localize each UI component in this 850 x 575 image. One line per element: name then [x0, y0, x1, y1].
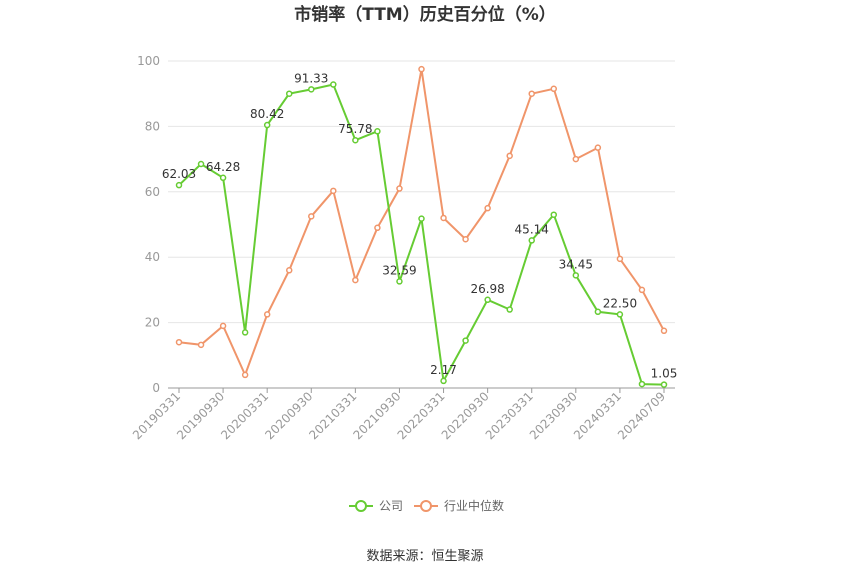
data-point[interactable]: [308, 86, 315, 93]
data-point[interactable]: [175, 181, 183, 189]
data-point[interactable]: [616, 255, 624, 263]
series-group: [175, 65, 668, 388]
y-tick-label: 80: [145, 119, 160, 133]
data-point[interactable]: [484, 204, 491, 212]
grid: [168, 60, 675, 324]
data-point[interactable]: [352, 136, 359, 144]
data-point[interactable]: [330, 187, 337, 195]
legend-item-company[interactable]: 公司: [349, 499, 403, 513]
data-label: 91.33: [294, 71, 328, 85]
data-point[interactable]: [197, 341, 205, 349]
data-label: 1.05: [651, 367, 678, 381]
data-point[interactable]: [352, 276, 359, 284]
data-label: 2.17: [430, 363, 457, 377]
data-point[interactable]: [396, 278, 403, 285]
source-note: 数据来源：恒生聚源: [366, 549, 483, 564]
legend-marker-company: [355, 500, 367, 512]
data-point[interactable]: [572, 272, 580, 279]
data-point[interactable]: [418, 215, 425, 222]
data-point[interactable]: [330, 81, 337, 88]
data-point[interactable]: [594, 144, 602, 151]
data-point[interactable]: [308, 213, 315, 220]
data-point[interactable]: [374, 224, 381, 232]
data-point[interactable]: [175, 338, 183, 346]
data-point[interactable]: [440, 377, 447, 385]
x-tick-label: 20240709: [615, 389, 668, 442]
series-0: [175, 81, 668, 388]
series-line: [178, 83, 665, 386]
data-point[interactable]: [374, 128, 381, 135]
data-point[interactable]: [616, 311, 624, 318]
data-point[interactable]: [263, 121, 271, 129]
data-label: 26.98: [470, 282, 504, 296]
data-point[interactable]: [263, 311, 271, 318]
data-point[interactable]: [638, 380, 646, 388]
data-point[interactable]: [506, 306, 513, 313]
data-point[interactable]: [462, 235, 469, 243]
data-point[interactable]: [197, 160, 205, 168]
x-axis: 2019033120190930202003312020093020210331…: [130, 387, 675, 442]
legend-label-industry-median: 行业中位数: [444, 498, 504, 513]
data-point[interactable]: [418, 65, 425, 73]
y-tick-label: 0: [152, 381, 160, 395]
data-point[interactable]: [285, 90, 293, 97]
y-tick-label: 60: [145, 185, 160, 199]
data-point[interactable]: [550, 85, 558, 93]
data-point[interactable]: [594, 308, 602, 316]
data-point[interactable]: [219, 322, 227, 330]
data-point[interactable]: [506, 152, 513, 160]
data-point[interactable]: [528, 90, 535, 97]
data-label: 45.14: [515, 222, 549, 236]
legend-label-company: 公司: [379, 499, 403, 513]
data-point[interactable]: [550, 211, 558, 218]
series-1: [175, 65, 668, 379]
data-label: 75.78: [338, 122, 372, 136]
data-point[interactable]: [572, 155, 580, 163]
data-label: 80.42: [250, 107, 284, 121]
y-tick-label: 40: [145, 250, 160, 264]
data-label: 62.03: [162, 167, 196, 181]
y-tick-label: 20: [145, 316, 160, 330]
data-point[interactable]: [285, 267, 293, 274]
data-point[interactable]: [219, 174, 227, 182]
data-label: 22.50: [603, 296, 637, 310]
data-point[interactable]: [638, 286, 646, 294]
data-point[interactable]: [484, 296, 491, 304]
data-point[interactable]: [660, 381, 668, 388]
y-axis: 0 20 40 60 80 100: [137, 54, 160, 395]
chart-title: 市销率（TTM）历史百分位（%）: [294, 4, 556, 25]
legend[interactable]: 公司 行业中位数: [349, 498, 504, 513]
data-point[interactable]: [528, 237, 535, 244]
data-point[interactable]: [396, 185, 403, 192]
data-point[interactable]: [241, 329, 249, 336]
data-label: 32.59: [382, 263, 416, 277]
data-point[interactable]: [660, 327, 668, 335]
data-label: 64.28: [206, 160, 240, 174]
data-point[interactable]: [241, 371, 249, 379]
y-tick-label: 100: [137, 54, 160, 68]
data-point[interactable]: [440, 214, 447, 222]
data-label: 34.45: [559, 257, 593, 271]
data-point[interactable]: [462, 337, 469, 344]
legend-marker-industry-median: [420, 500, 432, 512]
data-labels: 62.03 64.28 80.42 91.33 75.78 32.59 2.17 26.98 4…: [162, 71, 678, 380]
legend-item-industry-median[interactable]: 行业中位数: [414, 498, 504, 513]
